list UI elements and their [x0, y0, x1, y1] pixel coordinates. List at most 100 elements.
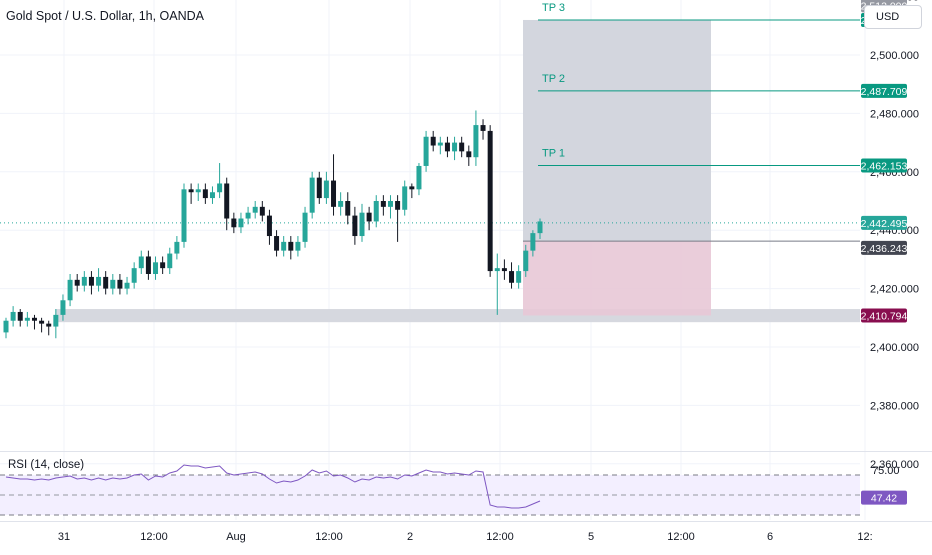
candle: [195, 183, 201, 201]
candle-body: [323, 180, 329, 199]
entry-price-tag: 2,436.243: [861, 240, 908, 255]
rsi-axis-label: 75.00: [872, 465, 900, 477]
last-price-tag-bg: [861, 215, 907, 230]
candle: [167, 247, 173, 274]
time-tick-label: Aug: [226, 531, 246, 543]
candle: [117, 274, 123, 295]
candle: [380, 195, 386, 216]
currency-button[interactable]: USD: [864, 5, 922, 29]
candle: [174, 236, 180, 260]
candle: [181, 183, 187, 248]
candle-body: [459, 142, 465, 152]
candle: [103, 271, 109, 295]
candle: [259, 201, 265, 222]
candle-body: [259, 206, 265, 216]
stop-zone: [523, 241, 711, 316]
candle-body: [53, 314, 59, 327]
candle: [10, 306, 16, 327]
candle: [209, 186, 215, 204]
candle: [88, 271, 94, 295]
candle-body: [480, 125, 486, 131]
candle: [316, 171, 322, 204]
candle-body: [103, 276, 109, 289]
candle-body: [160, 262, 166, 269]
candle: [245, 206, 251, 225]
time-tick-label: 12:: [857, 531, 872, 543]
candle-body: [17, 311, 23, 321]
entry-price-tag-bg: [861, 240, 907, 255]
last-price-tag-text: 2,442.495: [861, 218, 908, 230]
candle-body: [274, 236, 280, 251]
time-tick-label: 12:00: [140, 531, 168, 543]
candle: [373, 195, 379, 228]
symbol-title: Gold Spot / U.S. Dollar, 1h, OANDA: [6, 9, 204, 23]
candle: [3, 317, 9, 339]
grid: [0, 0, 866, 520]
candle-body: [501, 268, 507, 272]
candle-body: [167, 253, 173, 269]
candle-body: [74, 279, 80, 286]
candle: [67, 274, 73, 307]
candle: [39, 317, 45, 333]
candle: [138, 250, 144, 274]
rsi-indicator-label[interactable]: RSI (14, close): [8, 459, 85, 471]
candle-body: [124, 282, 130, 289]
time-tick-label: 12:00: [667, 531, 695, 543]
candle-body: [238, 218, 244, 228]
candle: [523, 244, 529, 277]
candle: [266, 209, 272, 245]
candle: [359, 203, 365, 242]
candle-body: [81, 276, 87, 286]
candle: [274, 230, 280, 257]
candle-body: [487, 130, 493, 272]
candle-body: [3, 320, 9, 333]
candle: [345, 192, 351, 225]
candle-body: [209, 192, 215, 199]
tp-price-tag-2: 2,487.709: [861, 83, 908, 98]
candle-body: [509, 271, 515, 283]
candle-body: [345, 201, 351, 216]
rsi-value-tag-text: 47.42: [871, 493, 897, 505]
tp-price-tag-1: 2,462.153: [861, 158, 908, 173]
candle-body: [430, 136, 436, 146]
candle-body: [288, 241, 294, 251]
candle: [409, 183, 415, 199]
stop-price-tag: 2,410.794: [861, 308, 908, 323]
candle: [295, 236, 301, 257]
candle: [516, 265, 522, 289]
candle-body: [402, 186, 408, 210]
candle: [124, 276, 130, 295]
candle: [31, 314, 37, 330]
candle-body: [473, 125, 479, 158]
candle: [338, 192, 344, 216]
candle: [323, 171, 329, 204]
support-zone: [56, 309, 860, 323]
last-price-tag: 2,442.495: [861, 215, 908, 230]
time-axis: 31 12:00 Aug 12:00 2 12:00 5 12:00 6 12:: [58, 531, 873, 543]
candle-body: [523, 250, 529, 272]
candle-body: [224, 183, 230, 219]
candle: [537, 218, 543, 239]
candle-body: [188, 189, 194, 193]
candle: [444, 136, 450, 158]
price-tick-label: 2,500.000: [870, 50, 919, 62]
candle-body: [395, 201, 401, 210]
candle-body: [202, 189, 208, 199]
time-tick-label: 12:00: [486, 531, 514, 543]
price-tick-label: 2,360.000: [870, 459, 919, 471]
candle-body: [409, 186, 415, 190]
tp-label-2: TP 2: [542, 73, 565, 85]
candle-body: [466, 151, 472, 158]
candle: [509, 262, 515, 289]
candle-body: [31, 317, 37, 321]
candle: [224, 177, 230, 231]
candle: [387, 195, 393, 219]
candle: [452, 136, 458, 161]
candle-body: [39, 320, 45, 324]
rsi-value-tag-bg: [861, 490, 907, 505]
candle-body: [88, 276, 94, 286]
candle: [188, 183, 194, 204]
candle-body: [96, 276, 102, 286]
